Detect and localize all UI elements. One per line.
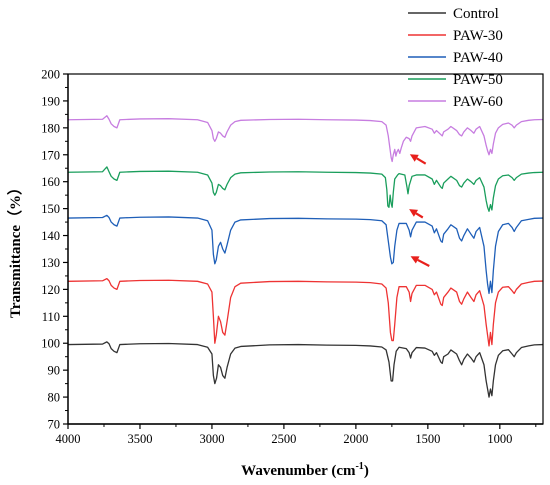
red-arrow-annotation (409, 154, 427, 165)
y-tick-label: 160 (41, 175, 60, 189)
y-tick-label: 120 (41, 283, 60, 297)
y-tick-label: 200 (41, 68, 60, 82)
x-tick-label: 3500 (127, 432, 152, 446)
y-tick-label: 140 (41, 229, 60, 243)
annotation-layer (409, 154, 430, 267)
series-line-paw-40 (68, 214, 543, 295)
red-arrow-annotation (409, 209, 424, 219)
series-line-paw-30 (68, 277, 543, 347)
y-tick-label: 70 (48, 418, 61, 432)
y-tick-label: 180 (41, 121, 60, 135)
plot-frame (67, 73, 544, 425)
series-line-paw-60 (68, 115, 543, 163)
legend-label: Control (453, 6, 499, 22)
x-tick-label: 2500 (271, 432, 296, 446)
y-tick-label: 190 (41, 94, 60, 108)
y-tick-label: 170 (41, 148, 60, 162)
x-tick-layer: 4000 3500 3000 2500 2000 1500 1000 (56, 424, 537, 446)
chart-legend: Control PAW-30 PAW-40 PAW-50 PAW-60 (408, 6, 503, 110)
series-line-paw-50 (68, 166, 543, 212)
legend-label: PAW-50 (453, 72, 503, 88)
x-tick-label: 2000 (343, 432, 368, 446)
x-tick-label: 3000 (199, 432, 224, 446)
red-arrow-annotation (410, 256, 430, 267)
x-tick-label: 4000 (56, 432, 81, 446)
legend-label: PAW-60 (453, 94, 503, 110)
legend-label: PAW-30 (453, 28, 503, 44)
y-tick-label: 90 (48, 364, 61, 378)
y-tick-label: 130 (41, 256, 60, 270)
x-axis-title: Wavenumber (cm-1) (241, 461, 369, 479)
y-tick-label: 150 (41, 202, 60, 216)
y-tick-label: 80 (48, 391, 61, 405)
y-tick-layer: 70 80 90 100 110 120 130 140 150 160 170 180 190 200 (41, 68, 68, 432)
x-tick-label: 1500 (415, 432, 440, 446)
y-tick-label: 100 (41, 337, 60, 351)
x-tick-label: 1000 (487, 432, 512, 446)
series-layer (68, 115, 543, 398)
y-axis-title: Transmittance（%） (6, 180, 24, 318)
legend-label: PAW-40 (453, 50, 503, 66)
series-line-control (68, 341, 543, 398)
y-tick-label: 110 (42, 310, 60, 324)
